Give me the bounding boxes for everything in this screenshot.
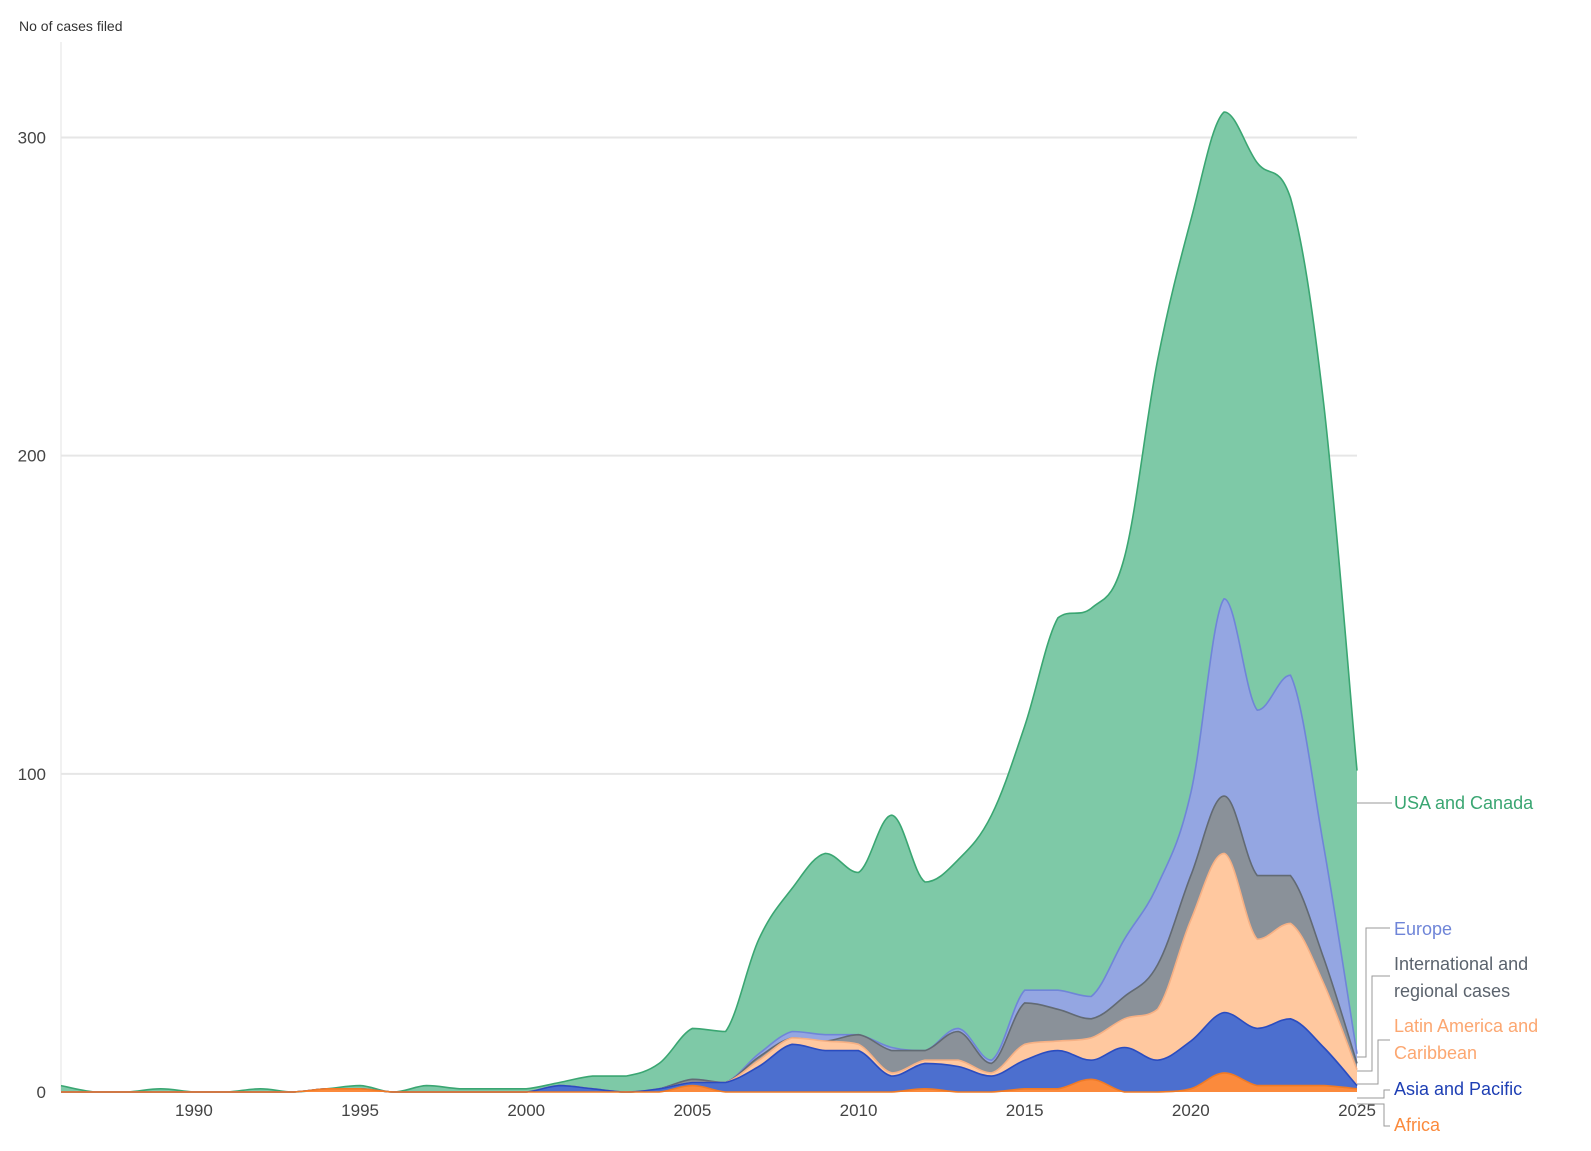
x-tick-label: 1990 (175, 1101, 213, 1120)
label-asia: Asia and Pacific (1394, 1079, 1522, 1099)
y-tick-labels: 0 100 200 300 (18, 128, 46, 1102)
label-latam-line2: Caribbean (1394, 1043, 1477, 1063)
y-tick-label: 100 (18, 765, 46, 784)
leader-asia (1357, 1089, 1390, 1099)
area-africa (61, 1072, 1357, 1092)
x-tick-labels: 1990 1995 2000 2005 2010 2015 2020 2025 (175, 1101, 1376, 1120)
leader-latam (1357, 1039, 1390, 1085)
label-intl-line1: International and (1394, 954, 1528, 974)
area-asia-and-pacific (61, 1012, 1357, 1092)
area-series (60, 111, 1358, 1093)
leader-africa (1357, 1103, 1390, 1127)
x-tick-label: 1995 (341, 1101, 379, 1120)
x-tick-label: 2005 (673, 1101, 711, 1120)
label-intl-line2: regional cases (1394, 981, 1510, 1001)
leader-europe (1357, 927, 1390, 1058)
y-tick-label: 200 (18, 447, 46, 466)
x-tick-label: 2000 (507, 1101, 545, 1120)
y-tick-label: 300 (18, 128, 46, 147)
y-axis-title: No of cases filed (19, 18, 123, 34)
x-tick-label: 2015 (1006, 1101, 1044, 1120)
series-labels: USA and Canada Europe International and … (1394, 793, 1538, 1135)
leader-intl (1357, 975, 1390, 1072)
label-latam-line1: Latin America and (1394, 1016, 1538, 1036)
area-usa-and-canada (61, 112, 1357, 1092)
y-tick-label: 0 (37, 1083, 46, 1102)
x-tick-label: 2025 (1338, 1101, 1376, 1120)
area-europe (61, 598, 1357, 1092)
area-international-and-regional-cases (61, 796, 1357, 1092)
label-europe: Europe (1394, 919, 1452, 939)
x-tick-label: 2010 (840, 1101, 878, 1120)
area-latin-america-and-caribbean (61, 853, 1357, 1092)
label-usa: USA and Canada (1394, 793, 1534, 813)
label-leader-lines (1357, 802, 1392, 1127)
area-edge-africa (61, 1072, 1358, 1093)
x-tick-label: 2020 (1172, 1101, 1210, 1120)
label-africa: Africa (1394, 1115, 1441, 1135)
